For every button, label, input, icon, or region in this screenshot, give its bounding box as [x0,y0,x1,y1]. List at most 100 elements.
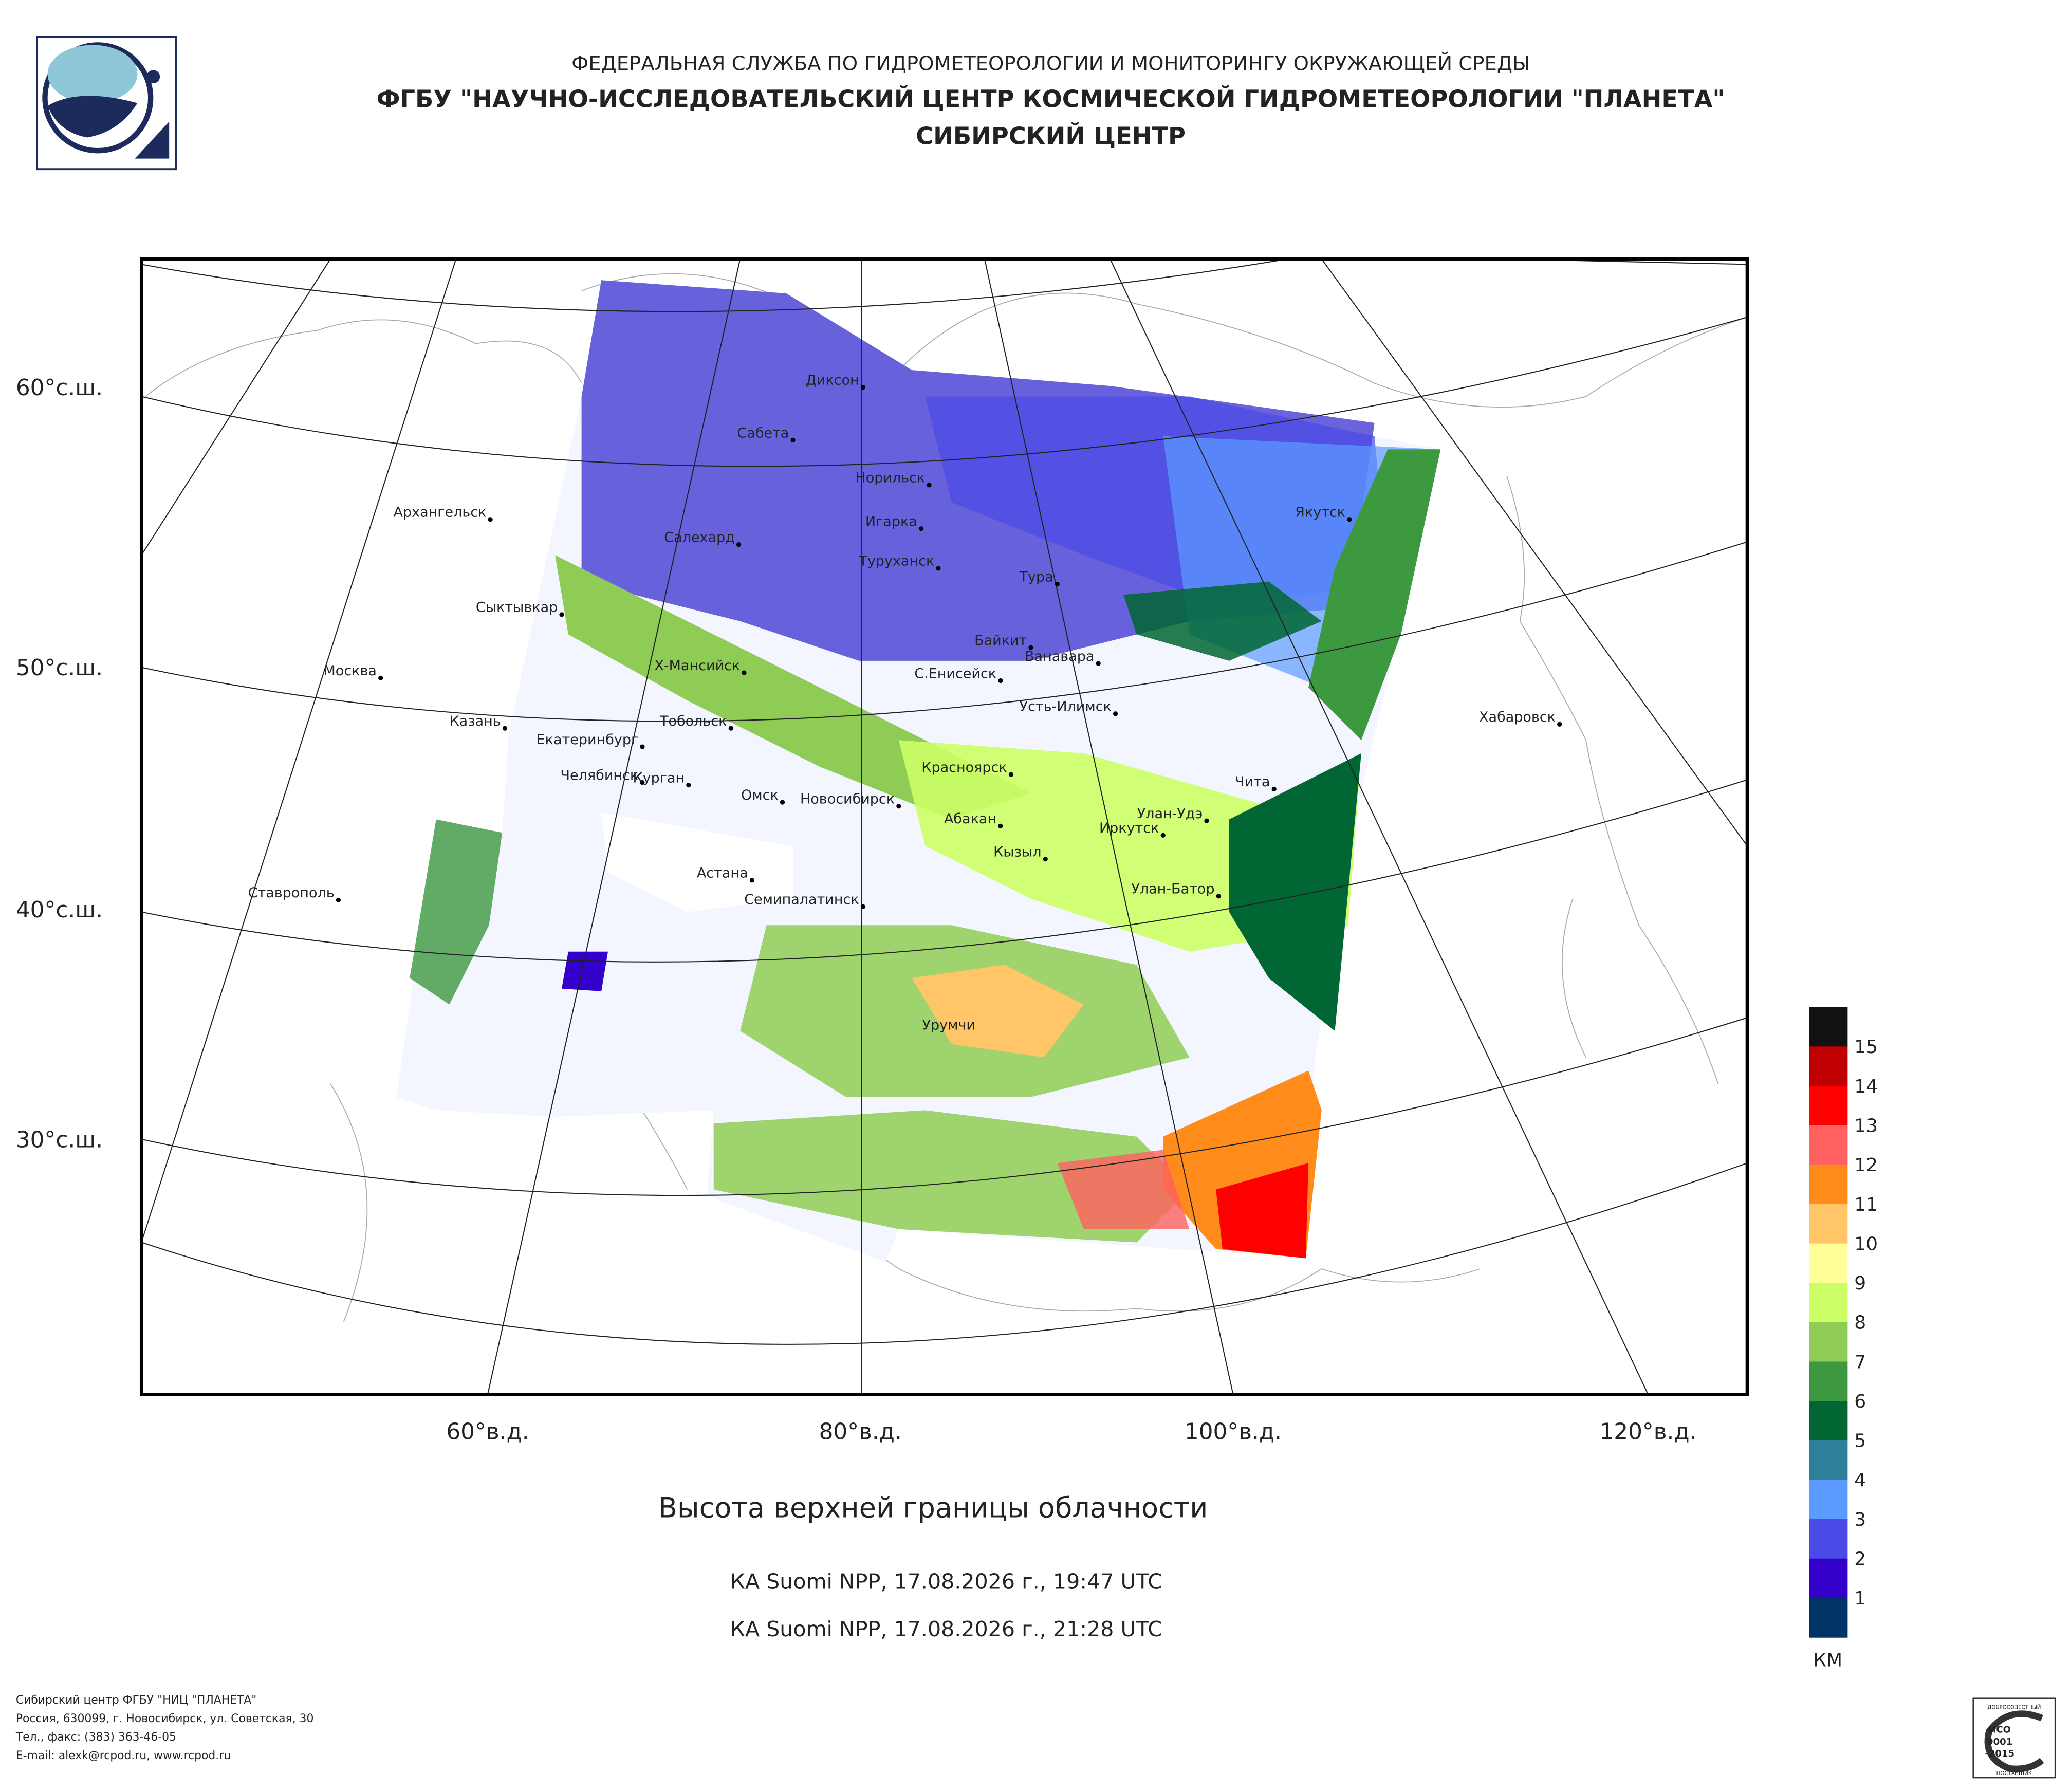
city-dot [1347,517,1352,522]
city-dot [1028,645,1033,650]
legend-label: 15 [1854,1037,1878,1058]
city-label: Москва [324,663,377,679]
city-label: Тура [1019,569,1053,585]
city-label: Екатеринбург [537,732,639,748]
legend-label: 1 [1854,1588,1866,1609]
legend-swatch [1809,1440,1848,1481]
graticule [141,259,1747,1395]
city-dot [936,566,941,571]
footer-line: Россия, 630099, г. Новосибирск, ул. Сове… [16,1712,314,1725]
city-dot [927,483,932,488]
lon-label: 60°в.д. [446,1419,529,1445]
city-dot [1043,857,1048,862]
city-label: Хабаровск [1479,709,1556,725]
legend-swatch [1809,1401,1848,1441]
city-dot [860,384,866,390]
legend-unit: КМ [1813,1650,1842,1671]
legend-label: 2 [1854,1549,1866,1570]
city-dot [736,542,742,547]
city-label: С.Енисейск [914,666,996,681]
city-label: Сыктывкар [476,600,558,616]
city-label: Иркутск [1099,820,1159,836]
city-dot [998,823,1003,829]
city-label: Сабета [737,425,789,441]
city-dot [686,783,691,788]
city-label: Кызыл [993,844,1041,860]
city-dot [488,517,493,522]
city-dot [640,744,645,749]
city-dot [640,780,645,785]
map-area: Диксон Сабета Норильск Архангельск Салехард И… [141,259,1747,1395]
legend-swatch [1809,1361,1848,1401]
legend-label: 12 [1854,1155,1878,1176]
legend-swatch [1809,1598,1848,1638]
legend-label: 11 [1854,1194,1878,1215]
city-dot [1055,582,1060,587]
legend-swatch [1809,1283,1848,1323]
axis-labels: 60°с.ш. 50°с.ш. 40°с.ш. 30°с.ш. 60°в.д. 80°в.… [16,375,1697,1445]
footer: Сибирский центр ФГБУ "НИЦ "ПЛАНЕТА" Росс… [15,1694,314,1762]
city-label: Салехард [664,529,735,545]
city-dot [742,670,747,675]
city-label: Семипалатинск [744,892,859,908]
city-dot [502,726,508,731]
city-dot [749,878,754,883]
city-label: Челябинск [561,767,639,783]
header-institute: ФГБУ "НАУЧНО-ИССЛЕДОВАТЕЛЬСКИЙ ЦЕНТР КОС… [377,85,1725,113]
legend-swatch [1809,1558,1848,1599]
legend-swatch [1809,1125,1848,1166]
city-label: Х-Мансийск [654,658,740,674]
pass-line: КА Suomi NPP, 17.08.2026 г., 19:47 UTC [730,1569,1162,1594]
legend-swatch [1809,1085,1848,1126]
city-dot [378,675,383,680]
city-dot [1216,894,1221,899]
city-dot [860,904,866,909]
city-label: Норильск [855,470,925,486]
city-dot [1271,786,1277,791]
pass-line: КА Suomi NPP, 17.08.2026 г., 21:28 UTC [730,1617,1162,1641]
lat-label: 40°с.ш. [16,897,103,923]
city-label: Курган [633,770,685,786]
city-label: Казань [450,713,501,729]
city-label: Ванавара [1025,649,1094,664]
city-label: Якутск [1295,505,1345,521]
city-label: Туруханск [858,553,934,569]
lon-label: 100°в.д. [1185,1419,1282,1445]
footer-line: Тел., факс: (383) 363-46-05 [15,1731,176,1744]
map-frame [139,257,1749,1396]
legend-label: 4 [1854,1470,1866,1491]
legend-label: 10 [1854,1233,1878,1254]
legend-label: 5 [1854,1431,1866,1452]
legend-label: 7 [1854,1352,1866,1373]
lat-label: 50°с.ш. [16,655,103,681]
legend-swatch [1809,1243,1848,1283]
city-dot [1096,661,1101,666]
city-label: Астана [697,865,748,881]
legend-swatch [1809,1322,1848,1362]
city-dot [728,726,733,731]
header-center: СИБИРСКИЙ ЦЕНТР [916,122,1186,150]
footer-line: Сибирский центр ФГБУ "НИЦ "ПЛАНЕТА" [16,1694,256,1707]
city-dot [918,526,924,531]
city-dot [1557,722,1562,727]
city-dot [780,800,785,805]
legend-label: 8 [1854,1313,1866,1334]
city-label: Ставрополь [248,885,335,901]
legend-swatch [1809,1480,1848,1520]
legend-swatch [1809,1007,1848,1047]
legend-swatch [1809,1204,1848,1244]
lon-label: 120°в.д. [1599,1419,1696,1445]
city-dot [790,437,796,443]
legend-swatch [1809,1519,1848,1559]
city-layer: Диксон Сабета Норильск Архангельск Салехард И… [248,372,1562,1033]
iso-bottom: ПОСТАВЩИК [1996,1770,2032,1777]
city-label: Игарка [865,514,917,530]
city-dot [1160,833,1166,838]
city-dot [998,678,1003,683]
city-dot [896,804,901,809]
city-label: Абакан [944,811,996,827]
city-dot [1113,711,1118,716]
legend-swatch [1809,1165,1848,1205]
